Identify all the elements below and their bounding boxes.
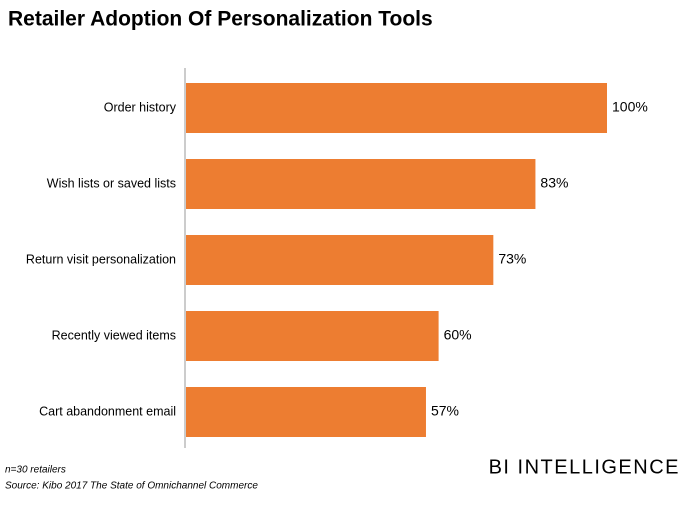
bar (186, 159, 536, 209)
value-label: 57% (431, 403, 459, 419)
brand: BI INTELLIGENCE (489, 456, 680, 478)
y-tick-label: Cart abandonment email (39, 404, 176, 418)
note: n=30 retailers (5, 465, 66, 476)
bar (186, 311, 439, 361)
y-tick-label: Return visit personalization (26, 252, 176, 266)
bar (186, 235, 494, 285)
y-tick-label: Recently viewed items (52, 328, 176, 342)
value-label: 83% (540, 175, 568, 191)
value-label: 73% (498, 251, 526, 267)
y-tick-label: Wish lists or saved lists (47, 176, 176, 190)
bar (186, 83, 607, 133)
y-tick-label: Order history (104, 100, 177, 114)
value-label: 60% (444, 327, 472, 343)
chart-title: Retailer Adoption Of Personalization Too… (8, 8, 433, 31)
source: Source: Kibo 2017 The State of Omnichann… (5, 481, 258, 492)
bar (186, 387, 426, 437)
value-label: 100% (612, 99, 648, 115)
